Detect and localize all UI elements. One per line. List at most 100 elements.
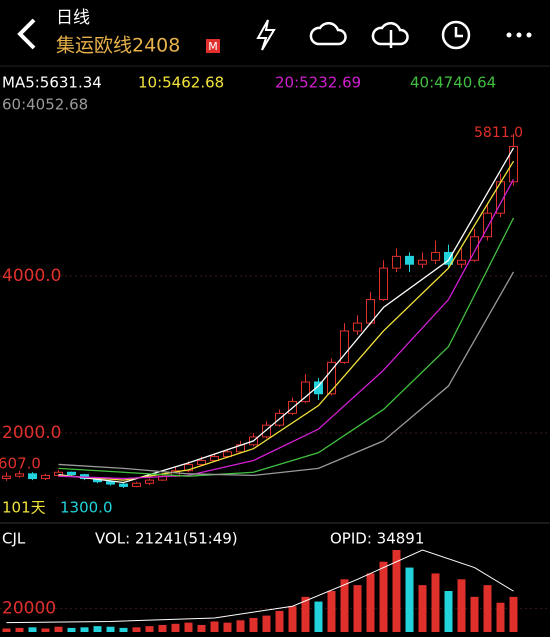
- volume-bar: [327, 591, 336, 632]
- volume-bar: [314, 601, 323, 632]
- candle-body: [41, 474, 50, 480]
- y-tick-label: 4000.0: [2, 266, 61, 286]
- ma-label: 10:5462.68: [138, 74, 224, 92]
- volume-bar: [2, 628, 11, 632]
- candle-body: [470, 236, 479, 261]
- high-label: 5811.0: [474, 125, 523, 141]
- badge: M: [208, 40, 218, 53]
- volume-bar: [145, 626, 154, 632]
- candle-body: [262, 424, 271, 438]
- volume-bar: [223, 622, 232, 632]
- candle-body: [327, 361, 336, 395]
- volume-bar: [301, 596, 310, 632]
- ma-label: 40:4740.64: [410, 74, 496, 92]
- candle-body: [184, 463, 193, 472]
- period: 日线: [56, 8, 90, 28]
- volume-bar: [249, 617, 258, 632]
- volume-bar: [483, 585, 492, 632]
- candle-body: [301, 381, 310, 403]
- clock-icon[interactable]: [441, 20, 471, 50]
- back-button[interactable]: [17, 18, 36, 50]
- volume-bar: [470, 596, 479, 632]
- candle-body: [392, 255, 401, 269]
- candle-body: [210, 456, 219, 461]
- candle-body: [106, 481, 115, 485]
- volume-bar: [93, 626, 102, 632]
- ma-line: [58, 147, 515, 484]
- candle-body: [405, 255, 414, 265]
- symbol[interactable]: 集运欧线2408: [56, 35, 180, 57]
- ma-label: MA5:5631.34: [2, 74, 102, 92]
- candle-body: [145, 479, 154, 484]
- volume-bar: [132, 627, 141, 632]
- volume-bar: [54, 626, 63, 632]
- candle-body: [197, 459, 206, 465]
- volume-label: OPID: 34891: [330, 530, 424, 548]
- clock-hands: [454, 27, 463, 38]
- volume-label: CJL: [2, 530, 26, 548]
- volume-bar: [288, 606, 297, 632]
- candle-body: [444, 251, 453, 265]
- volume-bar: [184, 622, 193, 632]
- volume-bar: [444, 591, 453, 632]
- candle-body: [132, 482, 141, 487]
- volume-bar: [405, 567, 414, 632]
- ma-label: 20:5232.69: [275, 74, 361, 92]
- candle-body: [418, 259, 427, 265]
- volume-bar: [418, 585, 427, 632]
- opid-line: [6, 549, 514, 624]
- volume-bar: [28, 627, 37, 632]
- volume-bar: [158, 624, 167, 632]
- volume-bar: [262, 615, 271, 632]
- volume-bar: [392, 550, 401, 632]
- flash-icon[interactable]: [256, 19, 276, 51]
- volume-bar: [496, 602, 505, 632]
- candle-body: [483, 212, 492, 238]
- volume-bar: [340, 579, 349, 632]
- volume-bar: [41, 628, 50, 632]
- cloud-upload-icon[interactable]: [371, 21, 409, 48]
- candle-body: [119, 483, 128, 487]
- volume-bar: [366, 573, 375, 632]
- volume-bar: [119, 627, 128, 632]
- volume-bar: [353, 585, 362, 632]
- candle-body: [379, 267, 388, 301]
- y-tick-label: 2000.0: [2, 423, 61, 443]
- candle-body: [457, 259, 466, 265]
- cloud-icon[interactable]: [309, 21, 347, 46]
- candle-body: [67, 471, 76, 476]
- ma-line: [58, 217, 515, 477]
- candle-body: [15, 473, 24, 477]
- volume-bar: [210, 621, 219, 632]
- low-label: 1300.0: [60, 499, 113, 517]
- candle-body: [340, 330, 349, 363]
- volume-bar: [457, 579, 466, 632]
- candle-body: [314, 381, 323, 395]
- volume-bar: [431, 573, 440, 632]
- candle-body: [353, 322, 362, 332]
- volume-bar: [236, 620, 245, 632]
- ma-label: 60:4052.68: [2, 96, 88, 114]
- candle-body: [509, 145, 518, 183]
- candle-body: [2, 475, 11, 480]
- badge-bg: [206, 39, 220, 53]
- volume-bar: [509, 596, 518, 632]
- volume-bar: [67, 627, 76, 632]
- volume-bar: [197, 624, 206, 632]
- candle-body: [28, 473, 37, 480]
- volume-bar: [379, 561, 388, 632]
- price-label: 607.0: [0, 455, 41, 473]
- volume-bar: [171, 623, 180, 632]
- ma-line: [58, 271, 515, 477]
- volume-bar: [275, 610, 284, 632]
- y-tick-label: 20000: [2, 599, 56, 619]
- volume-bar: [80, 627, 89, 632]
- volume-label: VOL: 21241(51:49): [95, 530, 238, 548]
- ma-line: [58, 178, 515, 480]
- candle-body: [431, 251, 440, 261]
- more-icon[interactable]: [506, 32, 532, 38]
- volume-bar: [15, 627, 24, 632]
